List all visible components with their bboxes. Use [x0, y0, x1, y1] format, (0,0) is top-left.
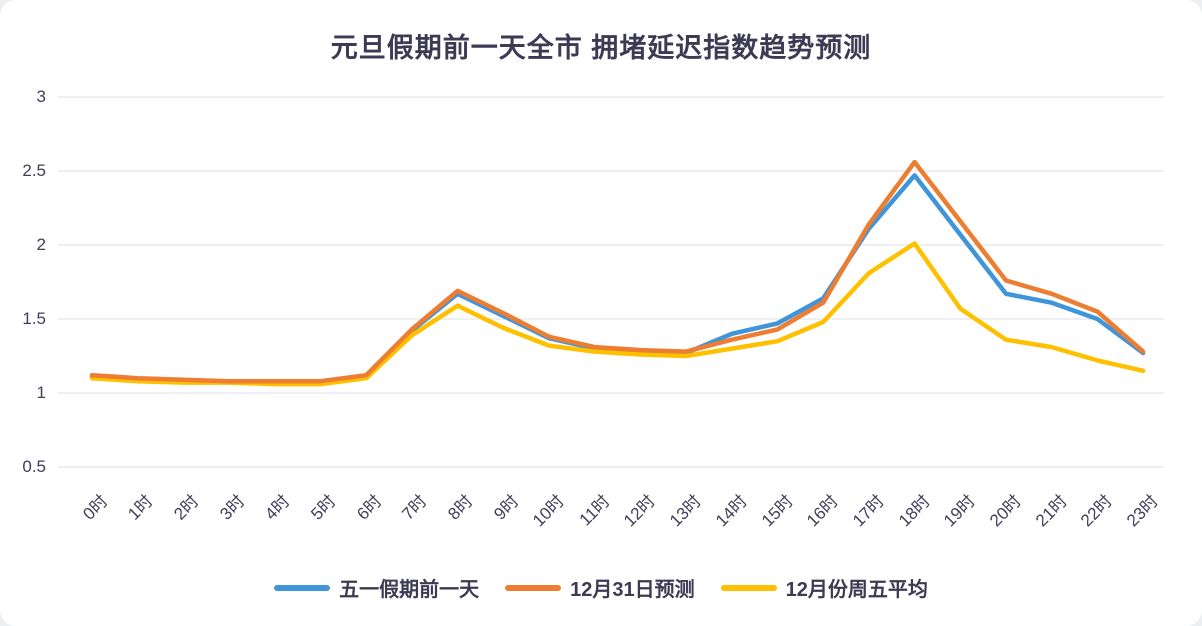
legend-swatch-icon: [274, 584, 331, 591]
legend-label: 12月31日预测: [570, 579, 695, 601]
legend-label: 12月份周五平均: [785, 579, 928, 601]
y-tick-label: 2: [36, 235, 46, 254]
y-tick-label: 1: [36, 383, 46, 402]
legend-item-0: 五一假期前一天: [274, 573, 479, 602]
y-tick-label: 1.5: [22, 309, 46, 328]
legend-label: 五一假期前一天: [339, 579, 480, 601]
series-line-2: [89, 241, 1146, 387]
chart-title: 元旦假期前一天全市 拥堵延迟指数趋势预测: [330, 33, 872, 63]
series-line-1: [89, 159, 1146, 384]
legend-swatch-icon: [720, 584, 777, 591]
y-tick-label: 0.5: [22, 457, 46, 476]
legend-item-2: 12月份周五平均: [720, 573, 928, 602]
chart-legend: 五一假期前一天 12月31日预测 12月份周五平均: [0, 573, 1202, 602]
y-tick-label: 3: [36, 87, 46, 106]
legend-swatch-icon: [505, 584, 562, 591]
y-tick-label: 2.5: [22, 161, 46, 180]
legend-item-1: 12月31日预测: [505, 573, 695, 602]
